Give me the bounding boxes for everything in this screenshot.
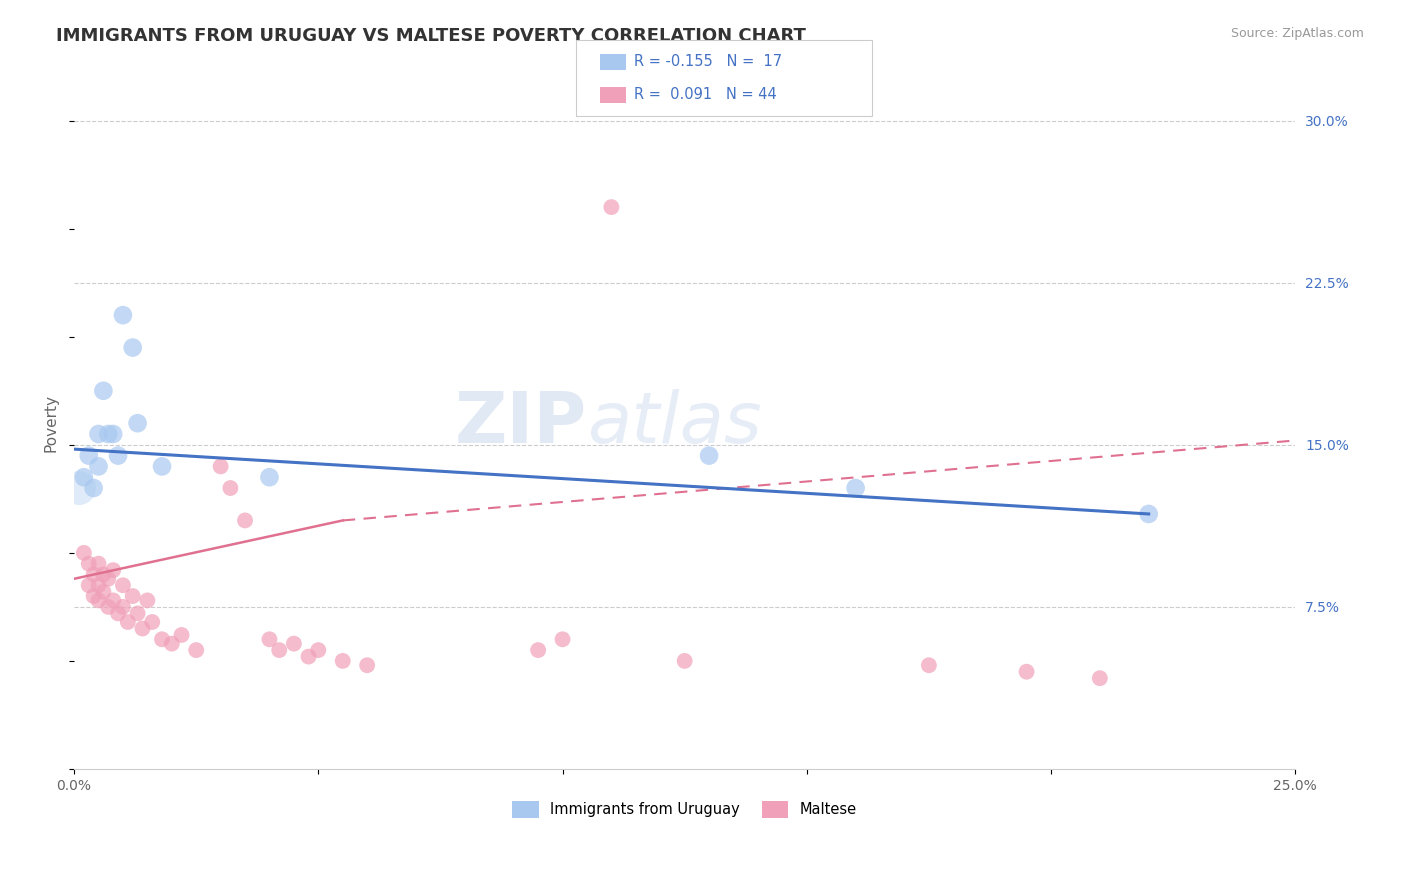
Point (141, 615, 163, 629)
Point (93, 567, 115, 582)
Point (356, 658, 378, 673)
Point (107, 449, 129, 463)
Text: R = -0.155   N =  17: R = -0.155 N = 17 (634, 54, 782, 69)
Point (269, 643, 291, 657)
Point (83, 589, 105, 603)
Text: ZIP: ZIP (454, 389, 586, 458)
Point (170, 628, 193, 642)
Point (283, 637, 305, 651)
Legend: Immigrants from Uruguay, Maltese: Immigrants from Uruguay, Maltese (506, 796, 863, 824)
Point (332, 654, 354, 668)
Point (1088, 671, 1111, 685)
Point (918, 658, 941, 673)
Point (551, 632, 574, 647)
Point (233, 513, 256, 527)
Point (845, 481, 868, 495)
Point (73, 546, 96, 560)
Point (160, 637, 183, 651)
Point (77, 557, 100, 571)
Point (97, 427, 120, 442)
Point (83, 567, 105, 582)
Point (186, 643, 208, 657)
Text: atlas: atlas (586, 389, 762, 458)
Point (117, 615, 139, 629)
Point (111, 599, 134, 614)
Point (259, 632, 281, 647)
Point (150, 632, 173, 647)
Point (307, 643, 329, 657)
Point (121, 341, 143, 355)
Point (131, 622, 153, 636)
Text: Source: ZipAtlas.com: Source: ZipAtlas.com (1230, 27, 1364, 40)
Point (259, 470, 281, 484)
Point (93, 584, 115, 599)
Point (101, 563, 124, 577)
Point (87, 593, 110, 607)
Point (127, 607, 149, 621)
Point (209, 459, 232, 474)
Point (121, 589, 143, 603)
Point (127, 416, 149, 430)
Point (150, 459, 173, 474)
Point (697, 449, 720, 463)
Point (111, 308, 134, 322)
Point (527, 643, 550, 657)
Point (136, 593, 159, 607)
Point (97, 599, 120, 614)
Point (87, 557, 110, 571)
Point (87, 578, 110, 592)
Point (97, 572, 120, 586)
Point (83, 481, 105, 495)
Point (600, 200, 623, 214)
Point (73, 470, 96, 484)
Point (77, 578, 100, 592)
Y-axis label: Poverty: Poverty (44, 394, 58, 452)
Point (101, 593, 124, 607)
Point (93, 384, 115, 398)
Point (1137, 507, 1160, 521)
Point (297, 649, 319, 664)
Point (107, 607, 129, 621)
Point (87, 459, 110, 474)
Point (87, 427, 110, 442)
Point (111, 578, 134, 592)
Point (77, 449, 100, 463)
Text: IMMIGRANTS FROM URUGUAY VS MALTESE POVERTY CORRELATION CHART: IMMIGRANTS FROM URUGUAY VS MALTESE POVER… (56, 27, 806, 45)
Point (219, 481, 242, 495)
Text: R =  0.091   N = 44: R = 0.091 N = 44 (634, 87, 778, 102)
Point (1015, 665, 1038, 679)
Point (67, 481, 90, 495)
Point (673, 654, 696, 668)
Point (101, 427, 124, 442)
